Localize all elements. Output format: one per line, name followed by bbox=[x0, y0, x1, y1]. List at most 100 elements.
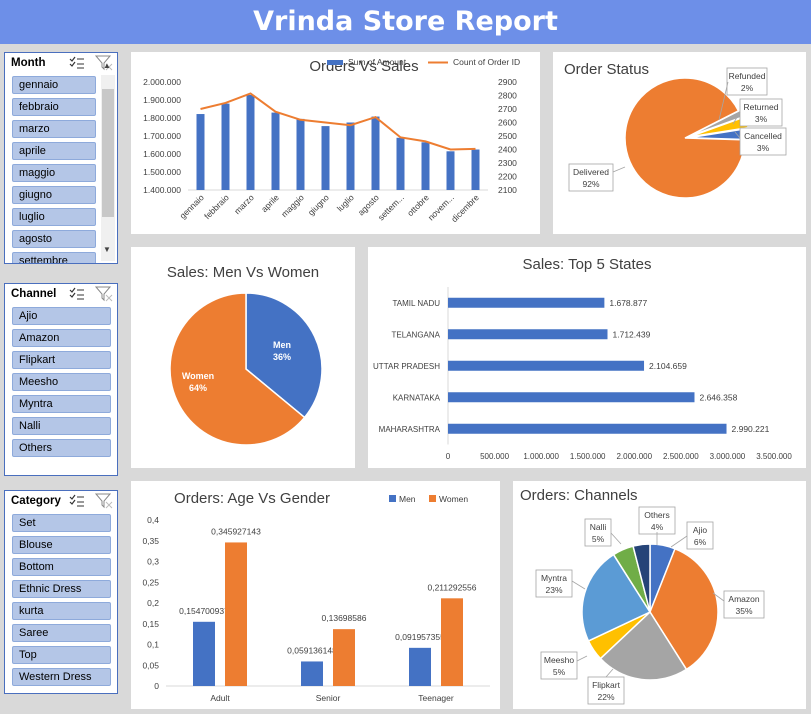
men-vs-women-panel: Sales: Men Vs Women Men 36% Women 64% bbox=[131, 247, 355, 468]
slicer-item-luglio[interactable]: luglio bbox=[12, 208, 96, 226]
y-right-tick: 2900 bbox=[498, 77, 517, 87]
bar-amount bbox=[296, 118, 305, 190]
age-vs-gender-chart: Orders: Age Vs Gender Men Women 0 0,05 0,1 0,1… bbox=[142, 490, 490, 703]
channel-slice-others bbox=[632, 543, 651, 613]
slicer-item-blouse[interactable]: Blouse bbox=[12, 536, 111, 554]
slicer-item-western-dress[interactable]: Western Dress bbox=[12, 668, 111, 686]
status-label-refunded-box bbox=[726, 67, 768, 96]
month-scrollbar[interactable]: ▲ ▼ bbox=[101, 61, 115, 261]
slicer-item-set[interactable]: Set bbox=[12, 514, 111, 532]
status-label-cancelled-text: Cancelled bbox=[744, 131, 782, 141]
leader-line bbox=[612, 166, 626, 173]
x-tick: 2.500.000 bbox=[663, 452, 699, 461]
slicer-item-meesho[interactable]: Meesho bbox=[12, 373, 111, 391]
slicer-item-agosto[interactable]: agosto bbox=[12, 230, 96, 248]
age-vs-gender-panel: Orders: Age Vs Gender Men Women 0 0,05 0,1 0,1… bbox=[131, 481, 500, 709]
legend-swatch-women bbox=[429, 495, 436, 502]
line-orders bbox=[200, 92, 476, 151]
slicer-item-myntra[interactable]: Myntra bbox=[12, 395, 111, 413]
orders-vs-sales-panel: Orders Vs Sales Sum of Amount Count of Ord… bbox=[131, 52, 540, 234]
slicer-item-nalli[interactable]: Nalli bbox=[12, 417, 111, 435]
x-tick: Adult bbox=[210, 693, 230, 703]
x-tick: aprile bbox=[259, 192, 281, 214]
data-label: 0,345927143 bbox=[211, 526, 261, 536]
status-label-returned-text: Returned bbox=[744, 102, 779, 112]
x-tick: 2.000.000 bbox=[616, 452, 652, 461]
chart-title: Orders: Channels bbox=[520, 487, 638, 504]
slicer-item-kurta[interactable]: kurta bbox=[12, 602, 111, 620]
x-tick: 0 bbox=[446, 452, 451, 461]
top-states-panel: Sales: Top 5 States TAMIL NADU 1.678.877 TE… bbox=[368, 247, 806, 468]
slicer-item-amazon[interactable]: Amazon bbox=[12, 329, 111, 347]
slicer-item-gennaio[interactable]: gennaio bbox=[12, 76, 96, 94]
slice-pct-women: 64% bbox=[189, 383, 207, 393]
status-label-returned-text: 3% bbox=[755, 114, 768, 124]
channel-label-nalli-text: 5% bbox=[592, 534, 605, 544]
y-right-tick: 2700 bbox=[498, 104, 517, 114]
bar-amount bbox=[196, 114, 205, 190]
leader-line bbox=[576, 655, 588, 662]
channel-label-amazon-text: 35% bbox=[735, 606, 752, 616]
channel-label-ajio-text: 6% bbox=[694, 537, 707, 547]
y-right-tick: 2200 bbox=[498, 172, 517, 182]
legend-label-amount: Sum of Amount bbox=[348, 57, 407, 67]
scroll-thumb[interactable] bbox=[102, 89, 114, 217]
slicer-item-ajio[interactable]: Ajio bbox=[12, 307, 111, 325]
data-label: 0,13698586 bbox=[322, 613, 367, 623]
channels-panel: Orders: Channels Ajio 6% Amazon 35% Flipkart 2… bbox=[513, 481, 806, 709]
x-tick: luglio bbox=[335, 192, 356, 213]
bar-women bbox=[441, 598, 463, 686]
state-value: 2.104.659 bbox=[649, 361, 687, 371]
channel-slice-flipkart bbox=[599, 610, 688, 681]
scroll-up-icon[interactable]: ▲ bbox=[103, 61, 111, 70]
x-tick: febbraio bbox=[202, 192, 231, 221]
chart-title: Order Status bbox=[564, 61, 649, 78]
y-left-tick: 1.900.000 bbox=[143, 95, 181, 105]
clear-filter-icon[interactable] bbox=[94, 493, 113, 512]
slicer-item-bottom[interactable]: Bottom bbox=[12, 558, 111, 576]
x-tick: gennaio bbox=[177, 192, 206, 221]
chart-title: Sales: Top 5 States bbox=[523, 256, 652, 273]
multi-select-icon[interactable] bbox=[69, 287, 85, 304]
clear-filter-icon[interactable] bbox=[94, 286, 113, 305]
clear-filter-icon[interactable] bbox=[94, 55, 113, 74]
slicer-item-saree[interactable]: Saree bbox=[12, 624, 111, 642]
slicer-item-marzo[interactable]: marzo bbox=[12, 120, 96, 138]
slicer-item-ethnic-dress[interactable]: Ethnic Dress bbox=[12, 580, 111, 598]
leader-line bbox=[712, 592, 725, 602]
y-tick: 0,25 bbox=[142, 577, 159, 587]
data-label: 0,059136148 bbox=[287, 645, 337, 655]
slicer-item-maggio[interactable]: maggio bbox=[12, 164, 96, 182]
bar-amount bbox=[371, 116, 380, 190]
multi-select-icon[interactable] bbox=[69, 56, 85, 73]
multi-select-icon[interactable] bbox=[69, 494, 85, 511]
slicer-item-settembre[interactable]: settembre bbox=[12, 252, 96, 263]
channel-slice-myntra bbox=[581, 553, 652, 642]
y-tick: 0 bbox=[154, 681, 159, 691]
channel-label-others-text: 4% bbox=[651, 522, 664, 532]
legend-label-orders: Count of Order ID bbox=[453, 57, 520, 67]
slicer-item-giugno[interactable]: giugno bbox=[12, 186, 96, 204]
channel-label-myntra-box bbox=[535, 569, 573, 598]
slicer-item-others[interactable]: Others bbox=[12, 439, 111, 457]
slicer-item-top[interactable]: Top bbox=[12, 646, 111, 664]
channel-label-others-box bbox=[638, 506, 676, 535]
state-value: 2.990.221 bbox=[732, 424, 770, 434]
x-tick: 3.000.000 bbox=[710, 452, 746, 461]
slicer-item-aprile[interactable]: aprile bbox=[12, 142, 96, 160]
scroll-down-icon[interactable]: ▼ bbox=[103, 245, 111, 254]
channel-label-meesho-text: 5% bbox=[553, 667, 566, 677]
leader-line bbox=[718, 81, 729, 121]
state-label: TAMIL NADU bbox=[392, 299, 440, 308]
channel-label-myntra-text: Myntra bbox=[541, 573, 567, 583]
bar-amount bbox=[271, 112, 280, 190]
y-tick: 0,35 bbox=[142, 536, 159, 546]
y-right-tick: 2600 bbox=[498, 118, 517, 128]
gender-slice-women bbox=[169, 292, 306, 446]
category-slicer-title: Category bbox=[11, 495, 61, 507]
state-label: UTTAR PRADESH bbox=[373, 362, 440, 371]
slicer-item-febbraio[interactable]: febbraio bbox=[12, 98, 96, 116]
leader-line bbox=[734, 131, 741, 139]
slicer-item-flipkart[interactable]: Flipkart bbox=[12, 351, 111, 369]
